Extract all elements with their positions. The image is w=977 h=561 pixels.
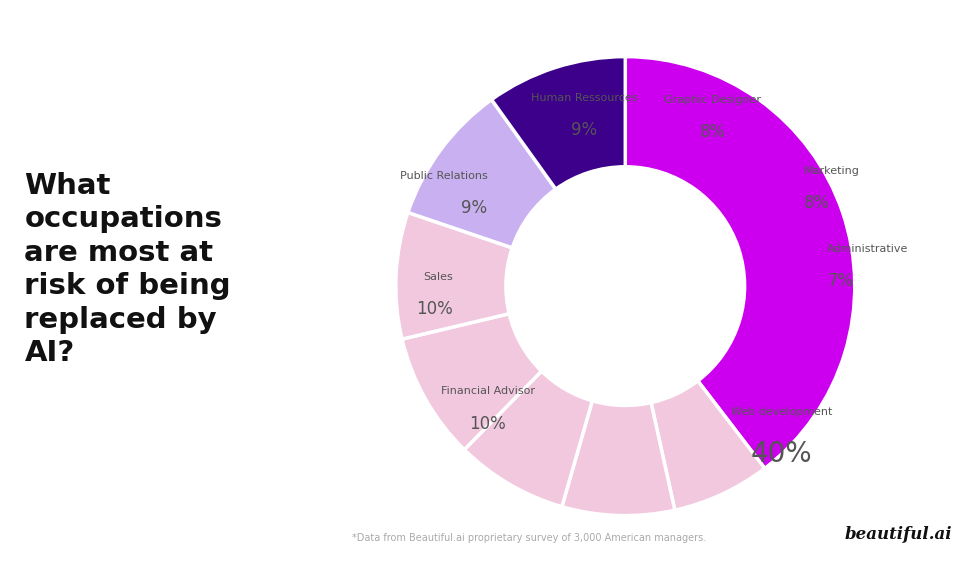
Wedge shape xyxy=(651,381,765,510)
Text: 9%: 9% xyxy=(461,199,488,217)
Text: Human Ressources: Human Ressources xyxy=(531,93,637,103)
Text: Financial Advisor: Financial Advisor xyxy=(441,387,534,396)
Text: Graphic Designer: Graphic Designer xyxy=(664,95,761,105)
Text: What
occupations
are most at
risk of being
replaced by
AI?: What occupations are most at risk of bei… xyxy=(24,172,231,367)
Text: *Data from Beautiful.ai proprietary survey of 3,000 American managers.: *Data from Beautiful.ai proprietary surv… xyxy=(352,533,706,543)
Wedge shape xyxy=(625,57,855,468)
Text: 40%: 40% xyxy=(750,440,812,468)
Wedge shape xyxy=(464,371,592,507)
Text: 9%: 9% xyxy=(571,121,597,139)
Text: beautiful.ai: beautiful.ai xyxy=(845,526,953,543)
Wedge shape xyxy=(408,100,556,248)
Wedge shape xyxy=(396,213,512,339)
Text: Administrative: Administrative xyxy=(828,244,909,254)
Wedge shape xyxy=(402,314,541,450)
Wedge shape xyxy=(491,57,625,189)
Wedge shape xyxy=(562,401,675,516)
Text: Sales: Sales xyxy=(423,272,453,282)
Text: 8%: 8% xyxy=(700,123,726,141)
Text: 8%: 8% xyxy=(804,194,830,212)
Text: 10%: 10% xyxy=(469,415,506,433)
Text: Marketing: Marketing xyxy=(804,166,860,176)
Text: 7%: 7% xyxy=(828,272,853,291)
Text: Web development: Web development xyxy=(731,407,832,417)
Text: Public Relations: Public Relations xyxy=(400,171,488,181)
Text: 10%: 10% xyxy=(416,300,453,318)
